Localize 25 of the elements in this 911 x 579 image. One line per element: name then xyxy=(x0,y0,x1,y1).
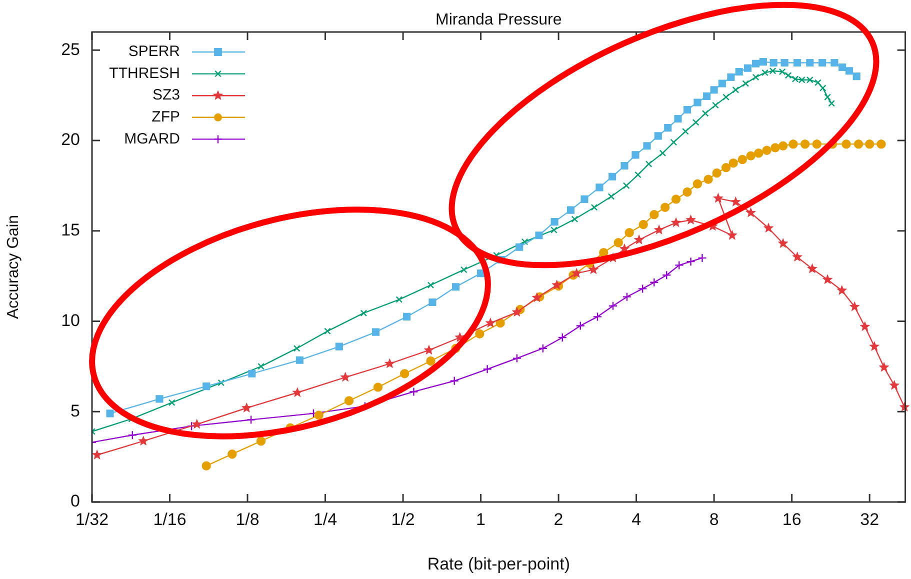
legend-label: ZFP xyxy=(152,108,180,126)
x-tick-label: 1/16 xyxy=(153,510,186,529)
y-axis-title: Accuracy Gain xyxy=(5,214,22,320)
y-tick-label: 10 xyxy=(61,310,80,330)
legend-label: MGARD xyxy=(124,130,180,148)
x-tick-label: 1/4 xyxy=(313,510,338,529)
x-tick-label: 1/8 xyxy=(236,510,260,529)
x-tick-label: 1/32 xyxy=(75,510,109,529)
x-tick-label: 2 xyxy=(554,510,564,529)
legend-label: SZ3 xyxy=(152,86,180,104)
legend-label: SPERR xyxy=(128,43,180,60)
x-tick-label: 8 xyxy=(709,510,719,529)
y-tick-label: 25 xyxy=(61,40,80,59)
x-tick-label: 1 xyxy=(476,510,486,529)
x-tick-label: 4 xyxy=(632,510,642,529)
x-axis-title: Rate (bit-per-point) xyxy=(427,554,570,574)
chart-title: Miranda Pressure xyxy=(436,11,562,28)
y-tick-label: 15 xyxy=(61,220,80,240)
y-tick-label: 0 xyxy=(70,492,80,511)
y-tick-label: 20 xyxy=(61,130,80,150)
x-tick-label: 16 xyxy=(782,510,802,529)
x-tick-label: 1/2 xyxy=(391,510,415,529)
x-tick-label: 32 xyxy=(860,510,880,529)
y-tick-label: 5 xyxy=(70,401,80,420)
legend-label: TTHRESH xyxy=(109,64,180,82)
